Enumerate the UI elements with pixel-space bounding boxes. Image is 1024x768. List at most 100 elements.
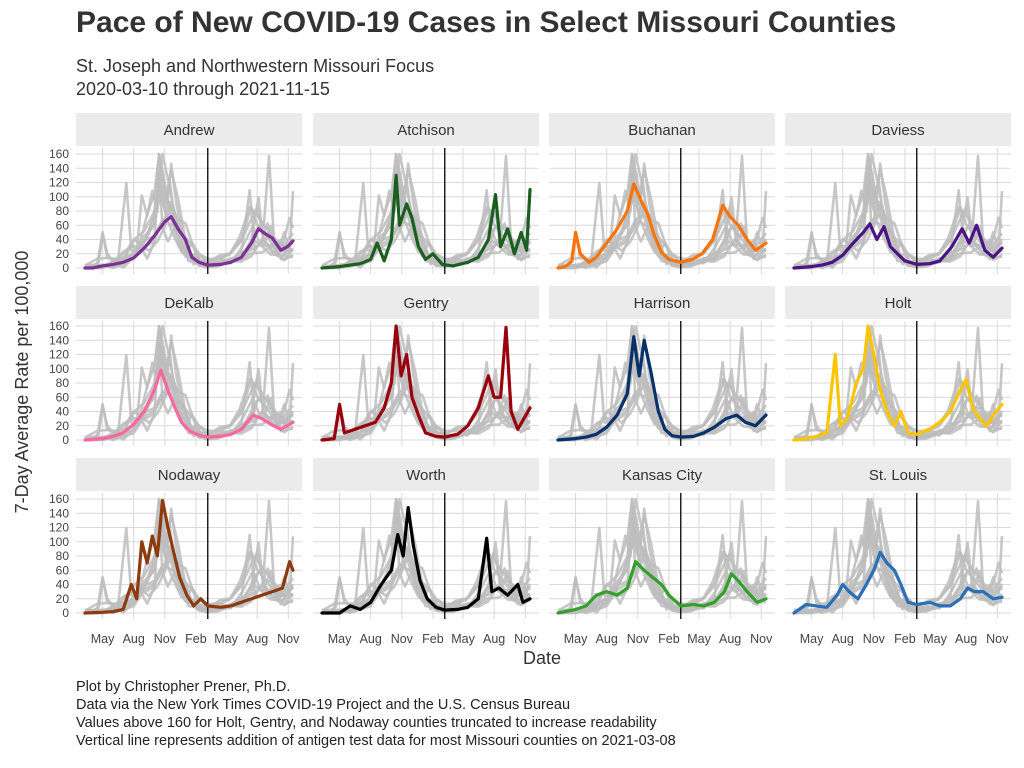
y-tick-label: 120 <box>49 348 69 362</box>
panel-kansas-city: Kansas City May Aug Nov Feb May Aug Nov <box>549 458 775 646</box>
series-line-dekalb <box>83 368 295 442</box>
y-tick-label: 0 <box>62 606 69 620</box>
x-tick-label: Feb <box>185 632 207 646</box>
background-series-line <box>84 203 294 267</box>
y-tick-label: 40 <box>56 233 70 247</box>
caption-line-3: Values above 160 for Holt, Gentry, and N… <box>76 715 657 731</box>
panel-daviess: Daviess <box>785 113 1011 274</box>
x-tick-label: Feb <box>422 632 444 646</box>
panel-gentry: Gentry <box>313 286 539 446</box>
x-tick-label: May <box>564 632 588 646</box>
x-tick-label: Aug <box>483 632 505 646</box>
y-tick-label: 140 <box>49 506 69 520</box>
x-tick-label: Aug <box>596 632 618 646</box>
y-tick-label: 160 <box>49 319 69 333</box>
x-tick-label: Feb <box>658 632 680 646</box>
subtitle-line-1: St. Joseph and Northwestern Missouri Foc… <box>76 56 435 76</box>
panel-strip-label: Andrew <box>164 122 215 139</box>
y-tick-label: 80 <box>56 549 70 563</box>
y-tick-label: 100 <box>49 362 69 376</box>
y-tick-label: 60 <box>56 218 70 232</box>
panel-strip <box>549 286 775 319</box>
x-tick-label: Nov <box>514 632 537 646</box>
x-tick-label: Nov <box>277 632 300 646</box>
panel-worth: Worth May Aug Nov Feb May Aug Nov <box>313 458 539 646</box>
series-line-gentry <box>320 324 532 442</box>
x-tick-label: Feb <box>894 632 916 646</box>
panel-strip <box>76 286 302 319</box>
x-tick-label: May <box>923 632 947 646</box>
x-tick-label: May <box>451 632 475 646</box>
panel-strip <box>313 113 539 146</box>
x-axis-label: Date <box>523 648 561 668</box>
x-tick-label: May <box>91 632 115 646</box>
panel-strip-label: Harrison <box>634 295 691 312</box>
background-series-line <box>321 334 531 442</box>
background-series-line <box>84 334 294 442</box>
panel-strip-label: DeKalb <box>164 295 213 312</box>
panel-strip-label: Nodaway <box>158 467 221 484</box>
panel-harrison: Harrison <box>549 286 775 446</box>
y-tick-label: 40 <box>56 578 70 592</box>
background-series-line <box>793 203 1003 267</box>
x-tick-label: Nov <box>627 632 650 646</box>
x-tick-label: Nov <box>986 632 1009 646</box>
y-tick-label: 40 <box>56 405 70 419</box>
panel-strip-label: Kansas City <box>622 467 703 484</box>
page-title: Pace of New COVID-19 Cases in Select Mis… <box>76 6 897 39</box>
x-tick-label: Nov <box>154 632 177 646</box>
y-tick-label: 20 <box>56 247 70 261</box>
y-tick-label: 80 <box>56 204 70 218</box>
series-line-kansas-city <box>556 560 768 615</box>
x-tick-label: May <box>687 632 711 646</box>
series-line-nodaway <box>83 498 295 615</box>
background-series-line <box>557 507 767 615</box>
y-tick-label: 160 <box>49 492 69 506</box>
series-line-worth <box>320 506 532 615</box>
y-tick-label: 80 <box>56 376 70 390</box>
panel-st-louis: St. Louis May Aug Nov Feb May Aug Nov <box>785 458 1011 646</box>
panel-strip <box>313 458 539 491</box>
x-tick-label: May <box>328 632 352 646</box>
panel-strip <box>313 286 539 319</box>
panel-strip <box>785 113 1011 146</box>
panel-atchison: Atchison <box>313 113 539 274</box>
x-tick-label: Aug <box>123 632 145 646</box>
background-series-line <box>557 497 768 615</box>
y-tick-label: 120 <box>49 176 69 190</box>
y-tick-label: 0 <box>62 261 69 275</box>
panel-strip <box>549 113 775 146</box>
panel-holt: Holt <box>785 286 1011 446</box>
y-axis-label: 7-Day Average Rate per 100,000 <box>12 251 32 514</box>
y-tick-label: 0 <box>62 433 69 447</box>
panel-strip-label: Atchison <box>397 122 455 139</box>
x-tick-label: Aug <box>719 632 741 646</box>
caption-line-4: Vertical line represents addition of ant… <box>76 733 676 749</box>
series-line-daviess <box>792 222 1004 270</box>
panel-strip <box>76 113 302 146</box>
y-tick-label: 60 <box>56 563 70 577</box>
panel-buchanan: Buchanan <box>549 113 775 274</box>
background-series-line <box>321 375 531 439</box>
background-series-line <box>793 375 1003 439</box>
panel-strip-label: Holt <box>885 295 913 312</box>
y-tick-label: 160 <box>49 147 69 161</box>
series-line-atchison <box>320 173 532 270</box>
series-line-andrew <box>83 215 295 270</box>
x-tick-label: May <box>214 632 238 646</box>
y-tick-label: 60 <box>56 390 70 404</box>
y-tick-label: 140 <box>49 333 69 347</box>
x-tick-label: Aug <box>246 632 268 646</box>
panel-strip-label: Buchanan <box>628 122 696 139</box>
y-tick-label: 140 <box>49 161 69 175</box>
x-tick-label: Nov <box>750 632 773 646</box>
panel-strip-label: Gentry <box>403 295 449 312</box>
background-series-line <box>793 507 1003 615</box>
series-line-holt <box>792 324 1004 442</box>
x-tick-label: May <box>800 632 824 646</box>
y-tick-label: 20 <box>56 592 70 606</box>
series-line-harrison <box>556 335 768 442</box>
